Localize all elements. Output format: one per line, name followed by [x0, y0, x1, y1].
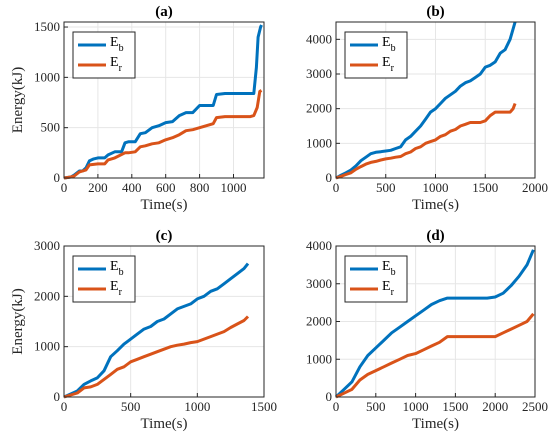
legend-subscript: b [119, 267, 124, 278]
x-axis-label: Time(s) [412, 197, 459, 213]
series-line-Er [335, 102, 517, 180]
legend-box [344, 255, 408, 303]
y-tick-label: 1000 [306, 135, 332, 150]
legend-box [344, 31, 408, 79]
x-tick-label: 0 [61, 399, 68, 414]
y-tick-label: 4000 [306, 238, 332, 253]
y-tick-label: 1000 [34, 339, 60, 354]
y-tick-label: 4000 [306, 31, 332, 46]
x-tick-label: 2000 [522, 180, 548, 195]
chart-title: (c) [156, 228, 173, 244]
series-line-Er [335, 312, 535, 399]
x-tick-label: 1000 [403, 399, 429, 414]
y-axis-label: Energy(kJ) [10, 288, 26, 354]
series-line-Er [63, 89, 263, 180]
x-tick-label: 2000 [482, 399, 508, 414]
x-tick-label: 200 [88, 180, 108, 195]
panel-b: 0 500 1000 1500 2000 0 1000 2000 3000 4000 (b) Time… [306, 4, 548, 213]
chart-title: (b) [426, 4, 444, 20]
legend-subscript: b [391, 267, 396, 278]
y-tick-label: 0 [326, 389, 333, 404]
x-tick-label: 500 [121, 399, 141, 414]
panel-d: 0 500 1000 1500 2000 2500 0 1000 2000 3000 4000 (d)… [306, 228, 548, 432]
x-tick-label: 400 [122, 180, 142, 195]
x-axis-label: Time(s) [141, 416, 188, 432]
legend-subscript: b [391, 43, 396, 54]
y-tick-label: 1500 [34, 19, 60, 34]
series-line-Eb [335, 21, 517, 180]
y-axis-label: Energy(kJ) [10, 67, 26, 133]
series-line-Eb [63, 24, 263, 180]
x-tick-label: 1000 [220, 180, 246, 195]
y-tick-label: 3000 [34, 238, 60, 253]
series-line-Er [63, 315, 250, 399]
x-tick-label: 800 [190, 180, 210, 195]
x-tick-label: 1500 [251, 399, 277, 414]
chart-title: (d) [426, 228, 444, 244]
x-axis-label: Time(s) [412, 416, 459, 432]
chart-title: (a) [155, 4, 173, 20]
x-tick-label: 1500 [442, 399, 468, 414]
y-tick-label: 1000 [34, 69, 60, 84]
x-tick-label: 1500 [472, 180, 498, 195]
x-tick-label: 500 [366, 399, 386, 414]
y-tick-label: 2000 [34, 288, 60, 303]
y-tick-label: 0 [54, 170, 61, 185]
x-tick-label: 0 [333, 399, 340, 414]
panel-a: 0 200 400 600 800 1000 0 500 1000 1500 (a) Time(s) E… [10, 4, 265, 213]
x-tick-label: 2500 [522, 399, 548, 414]
series-line-Eb [334, 249, 535, 399]
legend-subscript: r [391, 287, 395, 298]
x-tick-label: 0 [333, 180, 340, 195]
y-tick-label: 1000 [306, 351, 332, 366]
legend-box [72, 31, 136, 79]
series-line-Eb [63, 262, 250, 399]
panel-c: 0 500 1000 1500 0 1000 2000 3000 (c) Time(s) Energ… [10, 228, 277, 432]
x-tick-label: 1000 [184, 399, 210, 414]
y-tick-label: 0 [54, 389, 61, 404]
y-tick-label: 3000 [306, 276, 332, 291]
legend-subscript: r [119, 63, 123, 74]
axes-box [63, 245, 265, 398]
y-tick-label: 3000 [306, 66, 332, 81]
x-axis-label: Time(s) [141, 197, 188, 213]
x-tick-label: 1000 [423, 180, 449, 195]
legend-box [72, 255, 136, 303]
x-tick-label: 500 [376, 180, 396, 195]
x-tick-label: 0 [61, 180, 68, 195]
y-tick-label: 0 [326, 170, 333, 185]
y-tick-label: 500 [41, 120, 61, 135]
legend-subscript: r [391, 63, 395, 74]
y-tick-label: 2000 [306, 314, 332, 329]
x-tick-label: 600 [156, 180, 176, 195]
y-tick-label: 2000 [306, 101, 332, 116]
legend-subscript: r [119, 287, 123, 298]
axes-box [63, 21, 265, 179]
legend-subscript: b [119, 43, 124, 54]
